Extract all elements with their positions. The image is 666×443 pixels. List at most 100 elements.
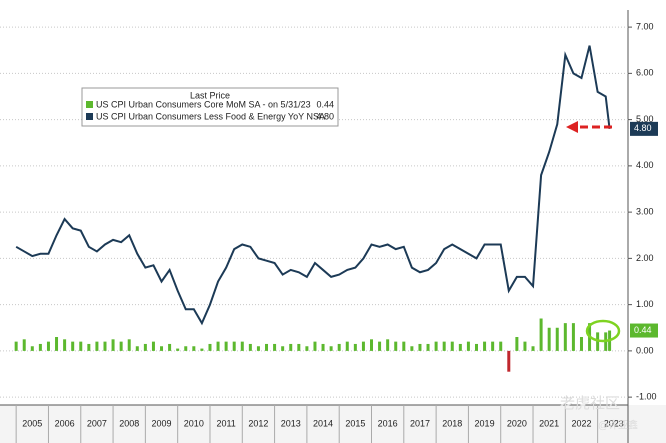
bar — [248, 343, 252, 351]
bar — [434, 341, 438, 351]
x-tick-label: 2020 — [507, 418, 527, 428]
bar — [240, 341, 244, 351]
bar — [450, 341, 454, 351]
y-tick-label: 4.00 — [636, 160, 654, 170]
line — [15, 45, 611, 326]
bar — [442, 341, 446, 351]
bar — [151, 341, 155, 351]
bar — [176, 348, 180, 351]
x-tick-label: 2008 — [119, 418, 139, 428]
legend-title: Last Price — [190, 90, 230, 100]
bar — [273, 343, 277, 351]
annotation-arrowhead — [566, 121, 578, 133]
x-tick-label: 2006 — [55, 418, 75, 428]
x-tick-label: 2022 — [571, 418, 591, 428]
bar — [361, 341, 365, 351]
bar — [418, 343, 422, 351]
x-tick-label: 2007 — [87, 418, 107, 428]
x-tick-label: 2019 — [475, 418, 495, 428]
bar — [507, 350, 511, 372]
bar — [499, 341, 503, 351]
legend-swatch — [86, 101, 93, 108]
x-tick-label: 2016 — [378, 418, 398, 428]
legend-label: US CPI Urban Consumers Core MoM SA - on … — [96, 99, 311, 109]
bar — [111, 339, 115, 351]
x-tick-label: 2013 — [281, 418, 301, 428]
bar — [22, 339, 26, 351]
bar — [402, 341, 406, 351]
bar — [523, 341, 527, 351]
x-tick-label: 2023 — [604, 418, 624, 428]
bar — [160, 346, 164, 351]
bar — [563, 323, 567, 351]
bar — [491, 341, 495, 351]
bar — [329, 346, 333, 351]
bar — [386, 339, 390, 351]
bar — [87, 343, 91, 351]
x-tick-label: 2011 — [216, 418, 235, 428]
plot-area — [0, 0, 628, 405]
bar — [353, 343, 357, 351]
bar — [547, 327, 551, 351]
bar — [71, 341, 75, 351]
bar — [281, 346, 285, 351]
y-tick-label: 1.00 — [636, 299, 654, 309]
bar — [216, 341, 220, 351]
bar — [313, 341, 317, 351]
bar — [321, 343, 325, 351]
bar — [200, 348, 204, 351]
y-tick-label: 6.00 — [636, 68, 654, 78]
x-tick-label: 2018 — [442, 418, 462, 428]
legend-label: US CPI Urban Consumers Less Food & Energ… — [96, 111, 325, 121]
bar — [192, 346, 196, 351]
legend-swatch — [86, 113, 93, 120]
bar — [378, 341, 382, 351]
bar — [184, 346, 188, 351]
x-tick-label: 2012 — [248, 418, 268, 428]
bar — [63, 339, 67, 351]
y-tick-label: 5.00 — [636, 114, 654, 124]
last-value-tag — [630, 323, 658, 338]
bar — [119, 341, 123, 351]
x-tick-label: 2010 — [184, 418, 204, 428]
bar — [370, 339, 374, 351]
bar — [345, 341, 349, 351]
x-tick-label: 2009 — [152, 418, 172, 428]
y-tick-label: 2.00 — [636, 253, 654, 263]
bar — [483, 341, 487, 351]
bar — [14, 341, 18, 351]
bar — [474, 343, 478, 351]
legend-value: 0.44 — [316, 99, 334, 109]
bar — [555, 327, 559, 351]
bar — [337, 343, 341, 351]
x-tick-label: 2021 — [539, 418, 559, 428]
x-tick-label: 2015 — [345, 418, 365, 428]
bar — [394, 341, 398, 351]
annotation-circle — [585, 319, 621, 343]
bar — [305, 346, 309, 351]
bar — [297, 343, 301, 351]
bar — [168, 343, 172, 351]
bar — [46, 341, 50, 351]
x-tick-label: 2017 — [410, 418, 430, 428]
bar — [426, 343, 430, 351]
bar — [265, 343, 269, 351]
bar — [466, 341, 470, 351]
y-tick-label: 7.00 — [636, 21, 654, 31]
bar — [127, 339, 131, 351]
bar — [256, 346, 260, 351]
bar — [458, 343, 462, 351]
bar — [135, 346, 139, 351]
x-axis-band — [0, 405, 666, 443]
last-value-tag — [630, 121, 658, 136]
last-value-label: 4.80 — [634, 123, 652, 133]
bar — [95, 341, 99, 351]
bar — [143, 343, 147, 351]
bar — [539, 318, 543, 351]
bar — [515, 337, 519, 351]
bar — [55, 337, 59, 351]
bar — [579, 337, 583, 351]
legend-box — [81, 87, 339, 127]
bar — [571, 323, 575, 351]
y-tick-label: 3.00 — [636, 207, 654, 217]
